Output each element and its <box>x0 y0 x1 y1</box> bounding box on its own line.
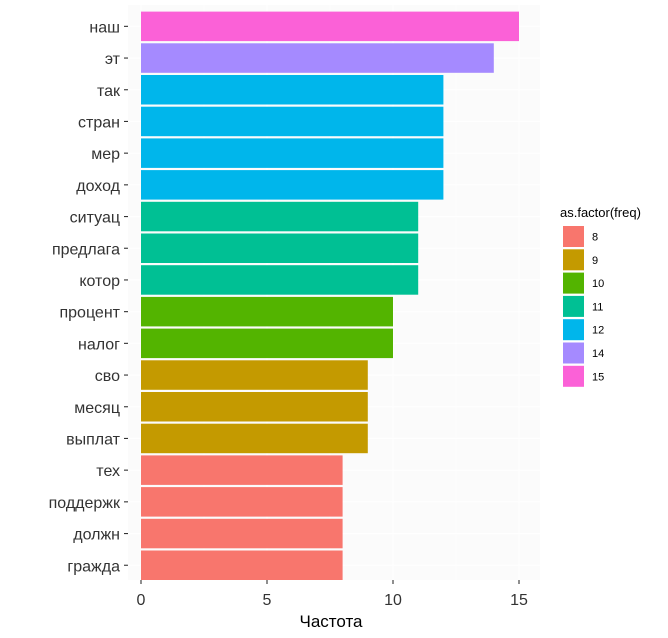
legend: as.factor(freq) 8 9 10 11 12 14 15 <box>560 205 641 387</box>
legend-label: 10 <box>592 278 604 290</box>
bar <box>141 43 494 73</box>
legend-key <box>563 272 584 294</box>
bar <box>141 423 368 454</box>
y-tick-label: тех <box>96 463 120 480</box>
bar <box>141 392 368 422</box>
y-tick-label: процент <box>59 305 120 322</box>
x-axis: 0 5 10 15 <box>137 580 528 609</box>
x-axis-title: Частота <box>299 612 363 631</box>
bar <box>141 11 519 42</box>
y-tick-label: доход <box>76 178 120 195</box>
y-tick-label: сво <box>95 368 120 385</box>
y-axis: наш эт так стран мер доход ситуац предлага котор… <box>49 19 128 575</box>
y-tick-label: так <box>97 83 121 100</box>
x-tick-label: 0 <box>137 592 146 609</box>
legend-title: as.factor(freq) <box>560 205 641 220</box>
y-tick-label: поддержк <box>49 495 121 512</box>
legend-label: 8 <box>592 232 598 244</box>
bar <box>141 455 343 485</box>
y-tick-label: налог <box>78 336 120 353</box>
bar <box>141 518 343 549</box>
y-tick-label: месяц <box>74 400 120 417</box>
bar <box>141 328 393 359</box>
bar <box>141 138 444 168</box>
legend-label: 9 <box>592 255 598 267</box>
bar <box>141 75 444 105</box>
y-tick-label: предлага <box>52 241 120 258</box>
bar <box>141 487 343 517</box>
legend-label: 12 <box>592 325 604 337</box>
y-tick-label: стран <box>78 114 120 131</box>
legend-key <box>563 319 584 341</box>
bar <box>141 296 393 327</box>
legend-label: 15 <box>592 371 604 383</box>
legend-label: 11 <box>592 301 603 313</box>
y-tick-label: выплат <box>66 431 121 448</box>
x-tick-label: 5 <box>263 592 272 609</box>
y-tick-label: наш <box>89 19 120 36</box>
y-tick-label: должн <box>73 527 120 544</box>
legend-key <box>563 249 584 271</box>
y-tick-label: котор <box>79 273 120 290</box>
y-tick-label: мер <box>91 146 120 163</box>
bar <box>141 106 444 137</box>
y-tick-label: эт <box>105 51 121 68</box>
legend-key <box>563 342 584 364</box>
bar <box>141 170 444 200</box>
bar <box>141 201 419 232</box>
bar <box>141 550 343 580</box>
legend-key <box>563 365 584 387</box>
bars <box>141 11 519 580</box>
legend-key <box>563 226 584 247</box>
y-tick-label: ситуац <box>70 210 120 227</box>
legend-key <box>563 295 584 317</box>
x-tick-label: 15 <box>510 592 528 609</box>
bar <box>141 360 368 390</box>
x-tick-label: 10 <box>384 592 402 609</box>
bar <box>141 265 419 295</box>
y-tick-label: гражда <box>67 558 120 575</box>
legend-label: 14 <box>592 348 604 360</box>
bar <box>141 233 419 263</box>
